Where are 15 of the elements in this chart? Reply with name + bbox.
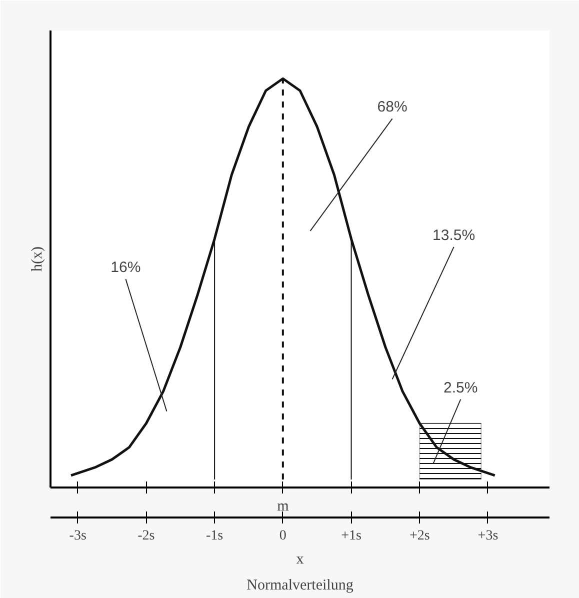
annotation: 2.5% bbox=[444, 379, 478, 396]
x-tick-label: -2s bbox=[138, 528, 155, 544]
ref-line-label: m bbox=[277, 498, 290, 514]
annotation: 13.5% bbox=[432, 226, 476, 244]
x-tick-label: +1s bbox=[341, 528, 362, 544]
annotation: 16% bbox=[110, 259, 141, 276]
y-axis-title: h(x) bbox=[30, 246, 46, 272]
x-tick-label: 0 bbox=[279, 528, 286, 544]
annotation: 68% bbox=[377, 98, 408, 116]
x-tick-label: -3s bbox=[69, 528, 86, 544]
x-tick-label: +2s bbox=[409, 528, 430, 544]
text: Normalverteilung bbox=[246, 578, 354, 594]
x-axis-title: x bbox=[296, 552, 304, 568]
x-tick-label: -1s bbox=[206, 528, 224, 544]
x-tick-label: +3s bbox=[478, 528, 498, 544]
